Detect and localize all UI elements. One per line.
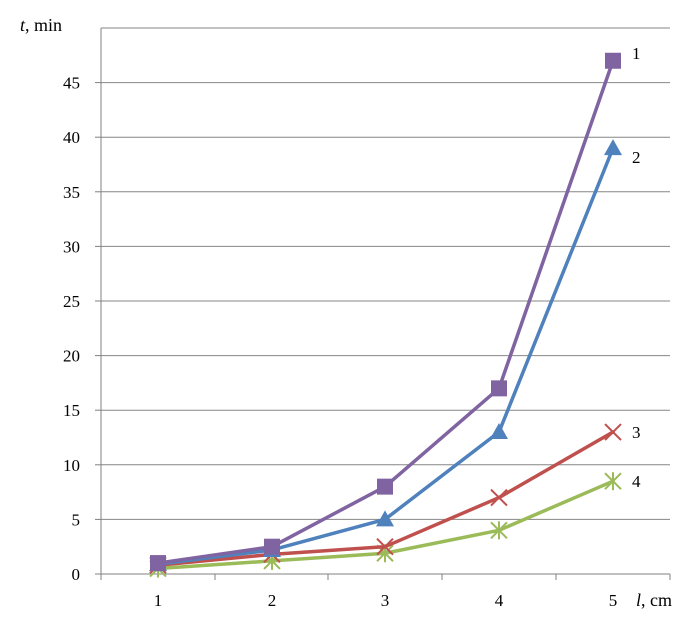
marker-square — [491, 380, 507, 397]
marker-square — [150, 555, 166, 572]
series-2-line — [156, 146, 615, 566]
y-tick-label: 5 — [72, 510, 81, 529]
y-axis-label: t, min — [20, 15, 62, 35]
y-tick-label: 15 — [63, 401, 80, 420]
y-tick-label: 35 — [63, 183, 80, 202]
marker-x — [376, 537, 394, 556]
series-labels: 4 3 2 1 — [632, 44, 641, 491]
x-tick-label: 3 — [381, 591, 390, 610]
marker-x — [490, 488, 508, 507]
x-tick-label: 5 — [609, 591, 618, 610]
y-tick-label: 20 — [63, 347, 80, 366]
x-tick-label: 2 — [268, 591, 277, 610]
y-tick-label: 10 — [63, 456, 80, 475]
y-tick-labels: 0 5 10 15 20 25 30 35 40 45 — [63, 74, 101, 584]
y-tick-label: 30 — [63, 237, 80, 256]
marker-x — [604, 423, 622, 441]
marker-square — [377, 478, 393, 495]
x-tick-labels: 1 2 3 4 5 — [100, 574, 671, 610]
x-tick-label: 1 — [154, 591, 163, 610]
marker-triangle — [376, 510, 394, 527]
series-label-4: 4 — [632, 472, 641, 491]
y-tick-label: 0 — [72, 565, 81, 584]
x-tick-label: 4 — [495, 591, 504, 610]
y-tick-label: 40 — [63, 128, 80, 147]
series-1 — [150, 52, 621, 572]
series-label-1: 1 — [632, 44, 641, 63]
marker-triangle — [490, 423, 508, 440]
marker-square — [264, 538, 280, 555]
series-label-3: 3 — [632, 423, 641, 442]
series-label-2: 2 — [632, 148, 641, 167]
marker-square — [605, 52, 621, 69]
x-axis-label: l, cm — [636, 590, 672, 610]
y-tick-label: 25 — [63, 292, 80, 311]
y-tick-label: 45 — [63, 74, 80, 93]
gridlines — [101, 27, 670, 520]
marker-triangle — [604, 139, 622, 156]
series-layer — [149, 52, 622, 578]
